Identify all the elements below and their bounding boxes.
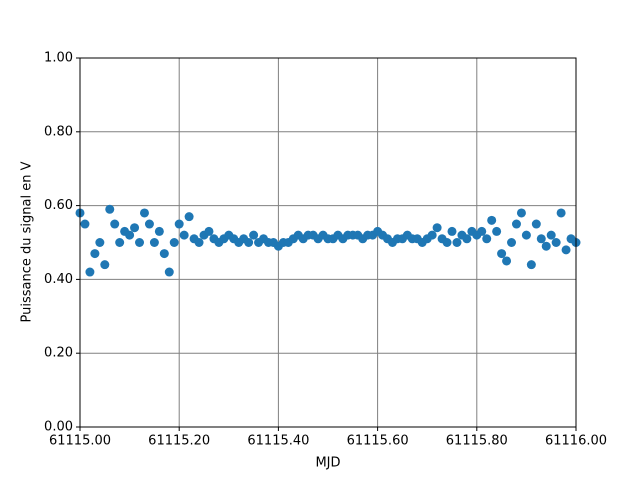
y-tick-label: 0.40 [44, 272, 73, 287]
x-tick-label: 61115.20 [148, 434, 210, 449]
point [511, 219, 521, 229]
x-tick-label: 61115.00 [49, 434, 111, 449]
point [487, 215, 497, 225]
x-axis-label: MJD [315, 456, 340, 471]
point [482, 234, 492, 244]
point [179, 230, 189, 240]
point [432, 223, 442, 233]
point [115, 238, 125, 247]
y-tick-label: 1.00 [44, 51, 73, 66]
point [521, 230, 531, 240]
point [546, 230, 556, 240]
x-tick-label: 61115.60 [347, 434, 409, 449]
point [95, 238, 105, 247]
point [110, 219, 120, 229]
point [194, 238, 204, 247]
point [492, 226, 502, 236]
point [541, 241, 551, 251]
point [447, 226, 457, 236]
point [452, 238, 462, 247]
point [477, 226, 487, 236]
x-tick-label: 61115.40 [247, 434, 309, 449]
point [462, 234, 472, 244]
point [551, 238, 561, 247]
point [85, 267, 95, 277]
point [507, 238, 517, 247]
point [184, 212, 194, 222]
point [169, 238, 179, 247]
point [526, 260, 536, 270]
point [139, 208, 149, 218]
point [90, 249, 100, 259]
point [174, 219, 184, 229]
point [105, 204, 115, 214]
point [497, 249, 507, 259]
y-tick-label: 0.80 [44, 124, 73, 139]
y-axis-label: Puissance du signal en V [20, 161, 35, 322]
point [561, 245, 571, 255]
point [130, 223, 140, 233]
point [154, 226, 164, 236]
point [531, 219, 541, 229]
point [502, 256, 512, 266]
point [556, 208, 566, 218]
point [135, 238, 145, 247]
point [442, 238, 452, 247]
y-tick-label: 0.00 [44, 420, 73, 435]
point [536, 234, 546, 244]
point [144, 219, 154, 229]
point [100, 260, 110, 270]
point [244, 238, 254, 247]
y-tick-label: 0.60 [44, 198, 73, 213]
plot-frame [79, 57, 577, 428]
point [204, 226, 214, 236]
x-tick-label: 61116.00 [545, 434, 607, 449]
point [80, 219, 90, 229]
point [427, 230, 437, 240]
point [149, 238, 159, 247]
point [249, 230, 259, 240]
point [516, 208, 526, 218]
point [159, 249, 169, 259]
x-tick-label: 61115.80 [446, 434, 508, 449]
point [164, 267, 174, 277]
point [125, 230, 135, 240]
y-tick-label: 0.20 [44, 346, 73, 361]
